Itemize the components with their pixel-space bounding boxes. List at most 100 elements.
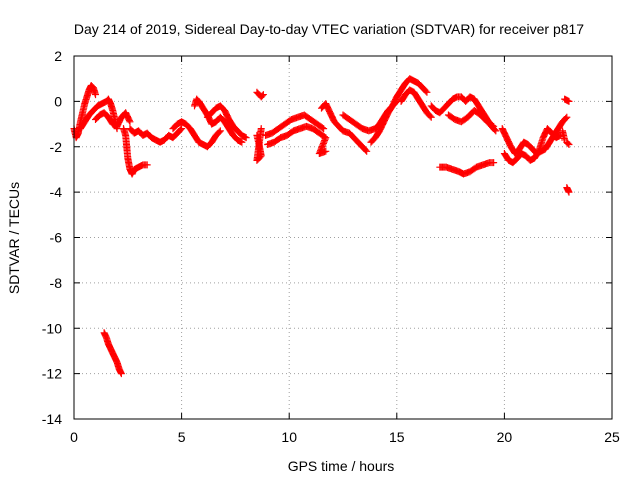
data-point <box>208 133 219 146</box>
y-tick-label: -4 <box>50 184 63 200</box>
series-sdtvar-o <box>397 86 435 121</box>
data-point <box>363 147 371 155</box>
data-point <box>561 136 569 144</box>
data-point <box>229 122 240 134</box>
data-point <box>339 111 352 123</box>
y-tick-label: 2 <box>54 48 62 64</box>
y-axis-label: SDTVAR / TECUs <box>6 182 22 294</box>
data-point <box>565 97 573 105</box>
series-sdtvar-e <box>126 125 186 146</box>
data-point <box>490 122 498 130</box>
data-point <box>440 101 451 112</box>
data-point <box>259 91 267 99</box>
data-point <box>492 127 500 135</box>
data-point <box>315 129 328 141</box>
data-point <box>169 121 180 133</box>
data-point <box>113 115 125 130</box>
data-point <box>563 184 572 195</box>
data-point <box>330 118 342 129</box>
data-point <box>350 134 361 145</box>
data-point <box>216 113 228 125</box>
chart-title: Day 214 of 2019, Sidereal Day-to-day VTE… <box>74 21 584 37</box>
data-point <box>307 116 320 127</box>
data-point <box>191 131 202 145</box>
data-point <box>554 119 566 133</box>
data-point <box>81 112 92 126</box>
data-point <box>122 131 132 161</box>
data-point <box>354 138 365 150</box>
data-point <box>541 139 553 153</box>
data-point <box>543 125 555 136</box>
data-point <box>436 105 447 117</box>
data-point <box>100 109 111 120</box>
data-point <box>500 150 512 163</box>
data-point <box>257 92 266 101</box>
data-point <box>457 114 471 126</box>
data-point <box>238 138 246 146</box>
data-point <box>345 116 359 127</box>
x-tick-label: 25 <box>604 429 620 445</box>
data-point <box>257 125 265 133</box>
data-point <box>199 104 211 118</box>
data-point <box>511 146 522 158</box>
series-sdtvar-n <box>367 75 431 146</box>
data-point <box>498 125 510 140</box>
data-point <box>509 155 520 167</box>
data-point <box>143 129 154 141</box>
y-tick-label: 0 <box>54 93 62 109</box>
data-point <box>384 103 396 117</box>
data-point <box>444 96 456 108</box>
data-point <box>320 125 328 133</box>
data-point <box>322 147 330 155</box>
x-tick-label: 0 <box>70 429 78 445</box>
data-point <box>559 114 570 126</box>
data-point <box>565 140 573 148</box>
y-tick-label: -14 <box>42 411 62 427</box>
data-point <box>270 135 283 146</box>
data-point <box>397 92 409 105</box>
data-point <box>414 79 426 91</box>
data-point <box>483 118 496 129</box>
data-point <box>477 111 490 125</box>
data-point <box>268 126 281 137</box>
data-point <box>87 81 96 91</box>
data-point <box>423 88 431 96</box>
y-tick-label: -6 <box>50 230 63 246</box>
data-point <box>212 128 223 139</box>
x-tick-label: 5 <box>178 429 186 445</box>
data-point <box>253 126 265 164</box>
data-point <box>388 94 400 110</box>
data-point <box>195 97 206 111</box>
data-point <box>475 102 486 116</box>
data-point <box>466 164 479 176</box>
series-sdtvar-d <box>119 125 151 178</box>
data-point <box>216 127 224 135</box>
grid-lines <box>74 56 612 419</box>
series-sdtvar-f <box>169 118 224 151</box>
series-sdtvar-r <box>444 106 498 130</box>
data-point <box>274 121 288 133</box>
data-point <box>371 128 383 142</box>
data-point <box>300 111 313 123</box>
data-point <box>444 111 458 123</box>
data-point <box>376 119 387 135</box>
data-point <box>208 105 219 117</box>
data-point <box>122 109 133 124</box>
series-sdtvar-g <box>191 95 246 146</box>
y-tick-label: -12 <box>42 366 62 382</box>
x-tick-label: 20 <box>497 429 513 445</box>
y-tick-label: -2 <box>50 139 63 155</box>
data-point <box>326 109 338 124</box>
data-point <box>225 116 237 129</box>
data-point <box>410 88 422 102</box>
data-point <box>322 100 333 115</box>
series-sdtvar-i <box>253 88 267 164</box>
data-point <box>92 91 100 99</box>
data-point <box>92 112 103 124</box>
data-point <box>126 118 134 126</box>
data-point <box>414 95 426 109</box>
series-sdtvar-c <box>92 109 134 130</box>
data-point <box>281 116 294 128</box>
data-point <box>427 102 438 113</box>
data-point <box>186 125 198 138</box>
